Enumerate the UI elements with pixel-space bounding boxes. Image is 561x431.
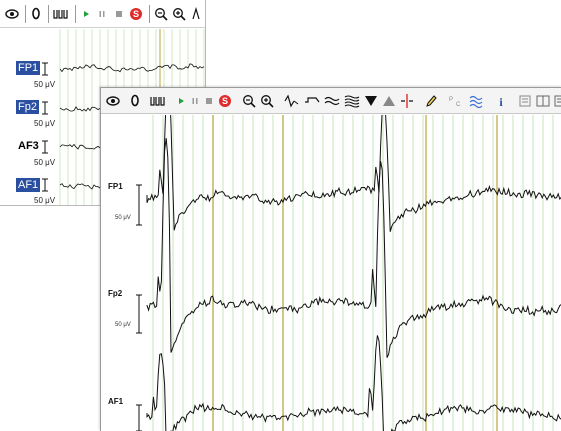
- eye-icon[interactable]: [105, 92, 121, 110]
- baseline-icon[interactable]: [303, 92, 321, 110]
- triangle-down-icon[interactable]: [363, 92, 379, 110]
- play-icon[interactable]: [175, 92, 187, 110]
- record-icon[interactable]: S: [217, 92, 233, 110]
- eye-icon[interactable]: [4, 5, 20, 23]
- pencil-icon[interactable]: [423, 92, 439, 110]
- spike-icon[interactable]: [283, 92, 301, 110]
- scale-label: 50 μV: [34, 196, 56, 205]
- print-icon[interactable]: [517, 92, 533, 110]
- channel-label-af1[interactable]: AF1: [16, 178, 41, 192]
- zoom-out-icon[interactable]: [241, 92, 257, 110]
- svg-text:S: S: [222, 96, 228, 106]
- eeg-window-foreground: S: [100, 87, 561, 431]
- toolbar-separator: [74, 4, 76, 23]
- scale-bar: [136, 184, 142, 226]
- zoom-in-icon[interactable]: [171, 5, 187, 23]
- spike-icon[interactable]: [189, 5, 203, 23]
- waveform-icon[interactable]: [149, 92, 167, 110]
- toolbar: S: [0, 0, 205, 28]
- marker-icon[interactable]: [399, 92, 415, 110]
- eeg-trace: [146, 138, 561, 358]
- eeg-trace: [59, 63, 205, 73]
- play-icon[interactable]: [79, 5, 93, 23]
- toolbar-separator: [48, 4, 49, 23]
- zoom-out-icon[interactable]: [153, 5, 169, 23]
- scale-label: 50 μV: [34, 119, 56, 128]
- svg-text:S: S: [133, 9, 139, 19]
- zoom-in-icon[interactable]: [259, 92, 275, 110]
- record-icon[interactable]: S: [128, 5, 144, 23]
- toolbar: S: [101, 88, 561, 114]
- waveform-icon[interactable]: [52, 5, 70, 23]
- channel-label-af3[interactable]: AF3: [18, 140, 39, 152]
- scale-label: 50 μV: [34, 158, 56, 167]
- eeg-trace: [146, 335, 561, 431]
- zero-icon[interactable]: [129, 92, 141, 110]
- channel-label-fp2[interactable]: Fp2: [108, 289, 123, 298]
- zero-icon[interactable]: [29, 5, 43, 23]
- svg-text:C: C: [456, 102, 461, 108]
- info-icon[interactable]: i: [493, 92, 509, 110]
- scale-bar: [42, 62, 48, 76]
- scale-label: 50 μV: [115, 322, 131, 328]
- signal-plot[interactable]: FP1 Fp2 AF1 50 μV 50 μV: [101, 115, 561, 431]
- pause-icon[interactable]: [189, 92, 201, 110]
- toolbar-separator: [25, 4, 26, 23]
- svg-text:P: P: [449, 97, 453, 103]
- scale-label: 50 μV: [115, 215, 131, 221]
- stop-icon[interactable]: [203, 92, 215, 110]
- scale-label: 50 μV: [34, 80, 56, 89]
- wave-filter-icon[interactable]: [467, 92, 485, 110]
- pause-icon[interactable]: [95, 5, 109, 23]
- scale-bar: [42, 101, 48, 115]
- triangle-up-icon[interactable]: [381, 92, 397, 110]
- stop-icon[interactable]: [111, 5, 125, 23]
- multi-filter-icon[interactable]: [343, 92, 361, 110]
- scale-bar: [42, 178, 48, 192]
- menu-icon[interactable]: [553, 92, 561, 110]
- scale-bar: [42, 140, 48, 154]
- svg-text:i: i: [499, 95, 503, 108]
- scale-bar: [136, 404, 142, 431]
- toolbar-separator: [148, 4, 150, 23]
- eeg-trace: [146, 115, 561, 232]
- filter-icon[interactable]: [323, 92, 341, 110]
- channel-label-fp2[interactable]: Fp2: [16, 100, 39, 114]
- eeg-traces: [136, 115, 561, 431]
- scale-bar: [136, 294, 142, 334]
- channel-label-fp1[interactable]: FP1: [16, 61, 41, 75]
- channel-label-fp1[interactable]: FP1: [108, 182, 123, 191]
- layout-icon[interactable]: [535, 92, 551, 110]
- channel-label-af1[interactable]: AF1: [108, 397, 124, 406]
